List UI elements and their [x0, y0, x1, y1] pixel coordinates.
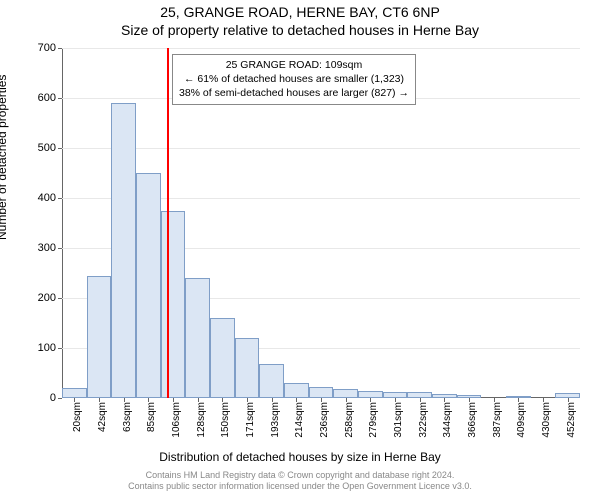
footer-line-2: Contains public sector information licen… — [128, 481, 472, 491]
y-axis-label: Number of detached properties — [0, 75, 9, 240]
ytick-label: 0 — [50, 392, 62, 404]
xtick-label: 214sqm — [294, 398, 305, 438]
xtick-label: 258sqm — [344, 398, 355, 438]
xtick-label: 106sqm — [171, 398, 182, 438]
xtick-label: 20sqm — [72, 398, 83, 432]
property-marker-line — [167, 48, 169, 398]
footer-attribution: Contains HM Land Registry data © Crown c… — [0, 470, 600, 493]
histogram-bar — [284, 383, 309, 398]
annotation-line-1: 25 GRANGE ROAD: 109sqm — [226, 59, 363, 71]
xtick-label: 301sqm — [393, 398, 404, 438]
xtick-label: 322sqm — [418, 398, 429, 438]
xtick-label: 171sqm — [245, 398, 256, 438]
ytick-label: 400 — [38, 192, 62, 204]
histogram-bar — [111, 103, 136, 398]
xtick-label: 344sqm — [442, 398, 453, 438]
histogram-bar — [309, 387, 334, 398]
chart-subtitle: Size of property relative to detached ho… — [0, 22, 600, 38]
xtick-label: 150sqm — [220, 398, 231, 438]
histogram-bar — [185, 278, 210, 398]
ytick-label: 600 — [38, 92, 62, 104]
histogram-bar — [161, 211, 186, 399]
xtick-label: 279sqm — [368, 398, 379, 438]
histogram-bar — [136, 173, 161, 398]
ytick-label: 700 — [38, 42, 62, 54]
page-title: 25, GRANGE ROAD, HERNE BAY, CT6 6NP — [0, 4, 600, 20]
chart-container: 25, GRANGE ROAD, HERNE BAY, CT6 6NP Size… — [0, 0, 600, 500]
annotation-line-2: ← 61% of detached houses are smaller (1,… — [184, 73, 404, 85]
histogram-bar — [333, 389, 358, 398]
xtick-label: 128sqm — [196, 398, 207, 438]
histogram-bar — [259, 364, 284, 398]
histogram-bar — [62, 388, 87, 398]
histogram-bar — [235, 338, 260, 398]
y-axis — [62, 48, 63, 398]
xtick-label: 409sqm — [516, 398, 527, 438]
xtick-label: 42sqm — [97, 398, 108, 432]
ytick-label: 100 — [38, 342, 62, 354]
histogram-bar — [210, 318, 235, 398]
xtick-label: 366sqm — [467, 398, 478, 438]
footer-line-1: Contains HM Land Registry data © Crown c… — [146, 470, 455, 480]
x-axis-label: Distribution of detached houses by size … — [0, 450, 600, 464]
ytick-label: 200 — [38, 292, 62, 304]
xtick-label: 63sqm — [122, 398, 133, 432]
histogram-bar — [358, 391, 383, 399]
histogram-bar — [87, 276, 112, 399]
gridline — [62, 48, 580, 49]
xtick-label: 387sqm — [492, 398, 503, 438]
xtick-label: 430sqm — [541, 398, 552, 438]
xtick-label: 85sqm — [146, 398, 157, 432]
plot-area: 010020030040050060070020sqm42sqm63sqm85s… — [62, 48, 580, 398]
annotation-box: 25 GRANGE ROAD: 109sqm ← 61% of detached … — [172, 54, 416, 105]
annotation-line-3: 38% of semi-detached houses are larger (… — [179, 87, 409, 99]
ytick-label: 500 — [38, 142, 62, 154]
ytick-label: 300 — [38, 242, 62, 254]
gridline — [62, 148, 580, 149]
xtick-label: 193sqm — [270, 398, 281, 438]
xtick-label: 452sqm — [566, 398, 577, 438]
xtick-label: 236sqm — [319, 398, 330, 438]
